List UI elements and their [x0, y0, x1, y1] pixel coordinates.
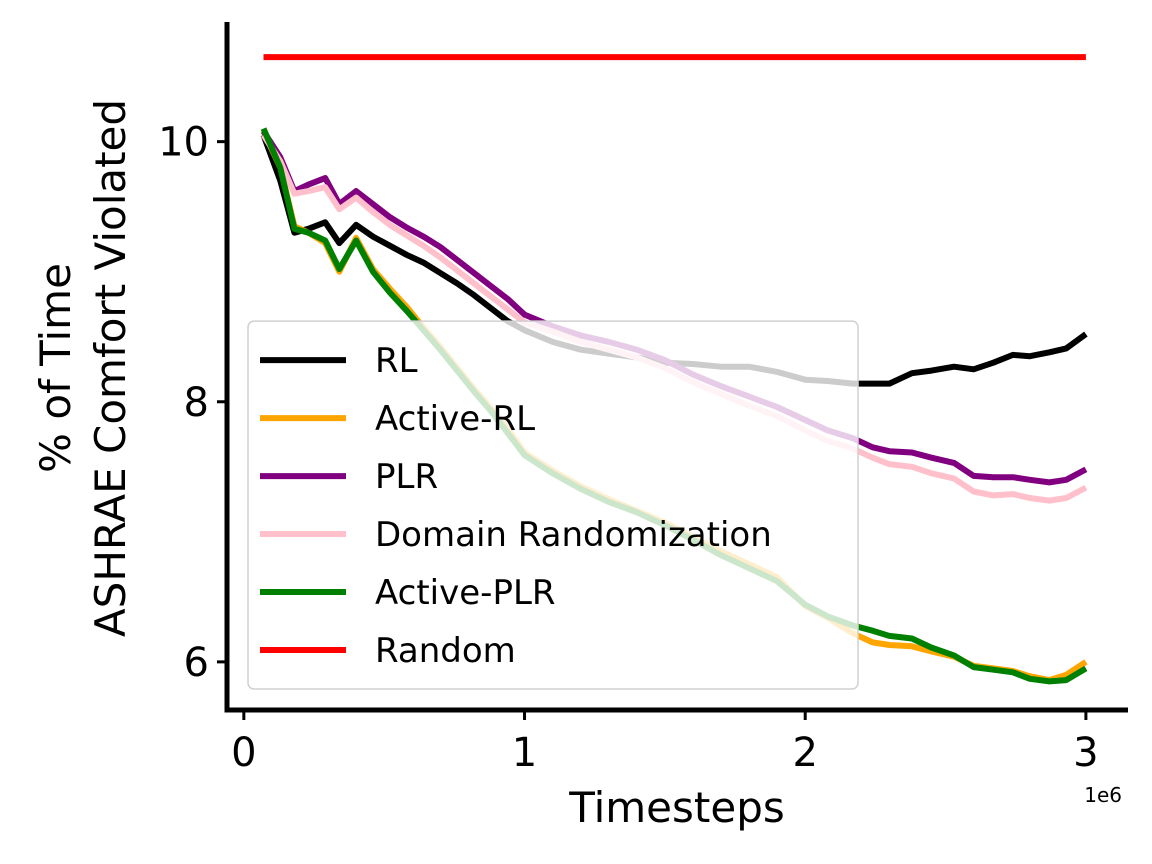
- x-tick-label: 1: [512, 730, 537, 776]
- legend: RL Active-RL PLR Domain Randomization Active…: [247, 320, 859, 690]
- x-tick-label: 2: [792, 730, 817, 776]
- legend-label: Random: [375, 631, 516, 671]
- legend-box: [247, 320, 859, 690]
- y-tick-label: 10: [158, 120, 209, 166]
- y-axis-label-line2: ASHRAE Comfort Violated: [86, 99, 135, 637]
- y-ticks: 6 8 10: [158, 120, 227, 686]
- x-tick-label: 0: [231, 730, 256, 776]
- x-axis-multiplier: 1e6: [1084, 783, 1122, 807]
- legend-label: Active-RL: [375, 399, 535, 439]
- axes: 0 1 2 3 6 8 10: [158, 22, 1128, 776]
- y-tick-label: 6: [184, 640, 209, 686]
- legend-label: Domain Randomization: [375, 515, 772, 555]
- x-ticks: 0 1 2 3: [231, 710, 1099, 776]
- legend-label: Active-PLR: [375, 573, 556, 613]
- legend-label: PLR: [375, 457, 438, 497]
- legend-label: RL: [375, 341, 418, 381]
- y-axis-label-line1: % of Time: [31, 263, 80, 473]
- x-tick-label: 3: [1073, 730, 1098, 776]
- x-axis-label: Timesteps: [568, 783, 785, 832]
- y-tick-label: 8: [184, 380, 209, 426]
